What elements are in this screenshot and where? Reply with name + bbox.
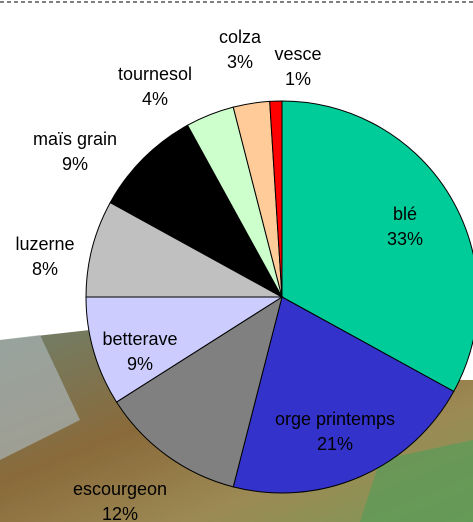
slice-value-label: 3% — [227, 52, 253, 72]
pie — [85, 100, 473, 494]
slice — [269, 100, 283, 298]
slice-value-label: 9% — [62, 154, 88, 174]
labels: blé 33% orge printemps 21% escourgeon 12% bett… — [15, 27, 423, 522]
slice-label: escourgeon — [73, 479, 167, 499]
slice-value-label: 8% — [32, 259, 58, 279]
slice — [85, 296, 284, 403]
slice-value-label: 12% — [102, 504, 138, 522]
slice — [232, 296, 455, 494]
slice-label: blé — [393, 204, 417, 224]
slice-value-label: 9% — [127, 354, 153, 374]
slice-label: luzerne — [15, 234, 74, 254]
slice — [85, 201, 283, 298]
slice-label: maïs grain — [33, 129, 117, 149]
slice-label: tournesol — [118, 64, 192, 84]
slice-label: betterave — [102, 329, 177, 349]
slice — [115, 295, 283, 488]
slice-value-label: 4% — [142, 89, 168, 109]
background-photo — [0, 335, 80, 460]
slice — [281, 100, 473, 393]
slice — [109, 124, 284, 299]
slice-label: orge printemps — [275, 409, 395, 429]
slice-value-label: 21% — [317, 434, 353, 454]
slice-label: vesce — [274, 44, 321, 64]
slice-value-label: 33% — [387, 229, 423, 249]
slice-value-label: 1% — [285, 69, 311, 89]
slice-label: colza — [219, 27, 262, 47]
